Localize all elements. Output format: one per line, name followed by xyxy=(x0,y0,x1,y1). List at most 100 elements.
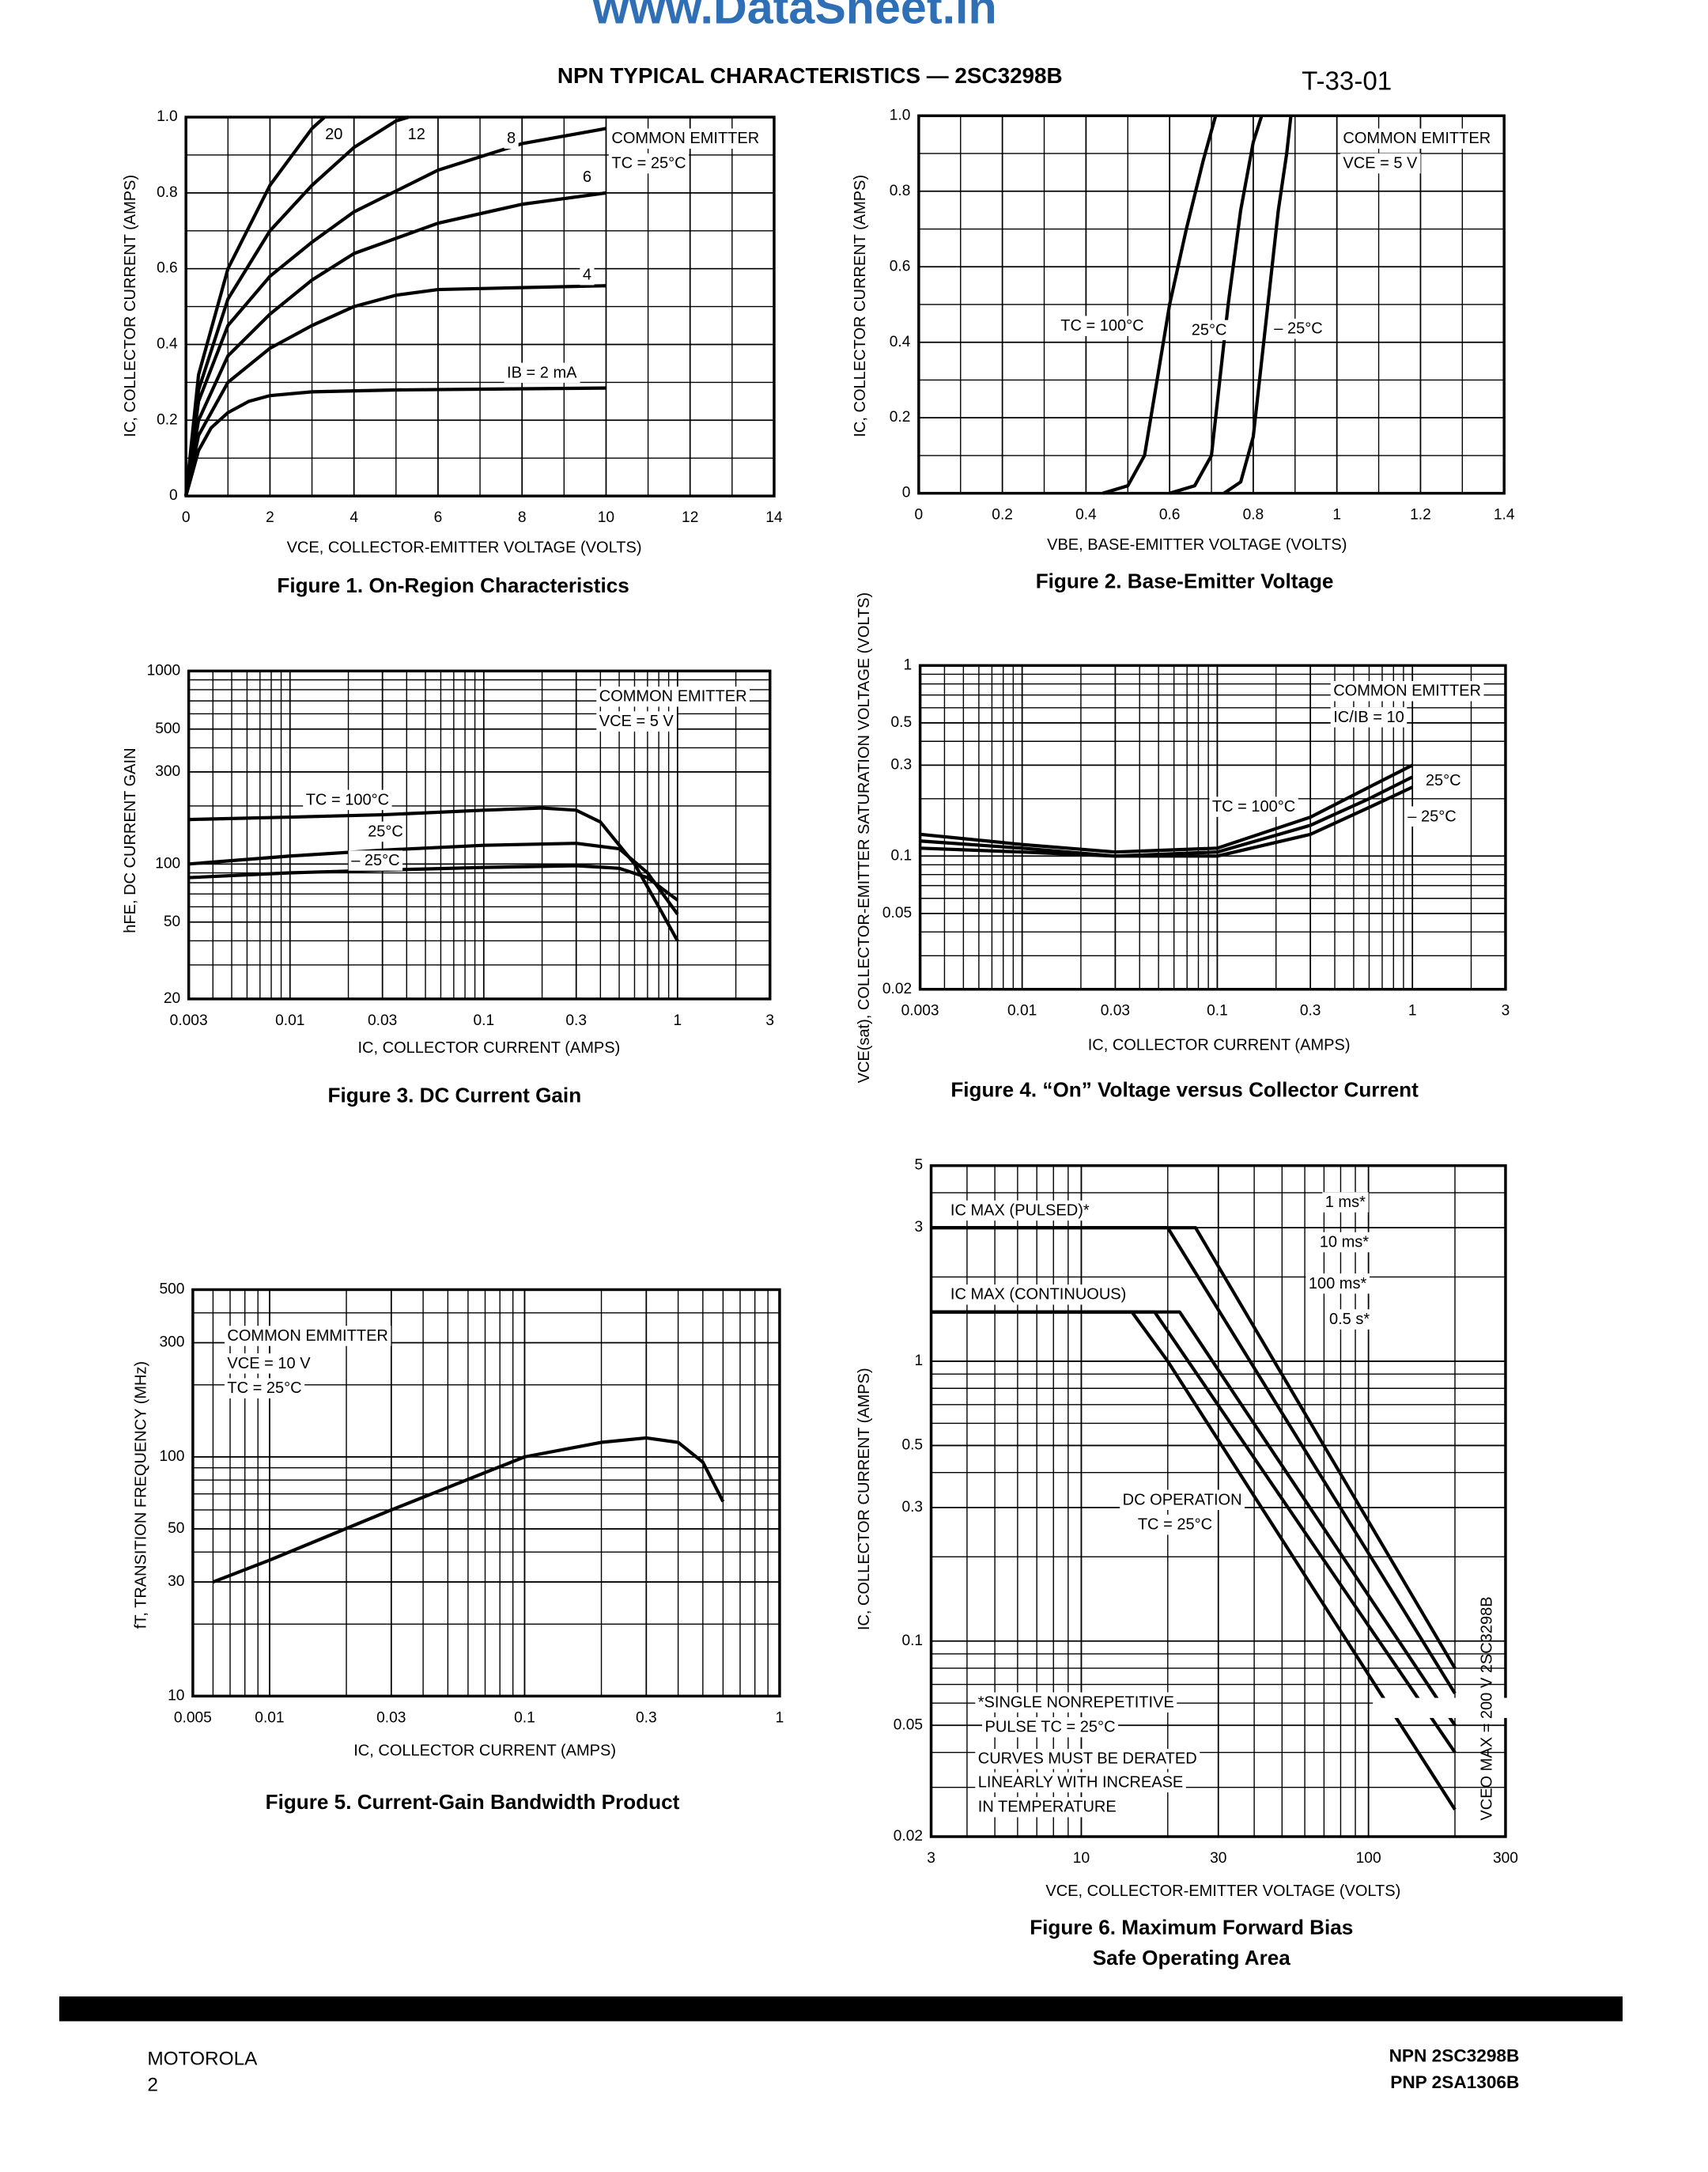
label-background xyxy=(1423,770,1464,791)
y-tick-label: 1000 xyxy=(147,662,181,679)
y-tick-label: 100 xyxy=(155,855,180,872)
label-background xyxy=(982,1716,1119,1738)
label-background xyxy=(1057,316,1147,336)
y-tick-label: 0.5 xyxy=(901,1437,923,1454)
series-label: – 25°C xyxy=(351,852,399,869)
curve xyxy=(212,1436,725,1584)
curve xyxy=(184,191,606,497)
x-tick-label: 0.3 xyxy=(565,1012,587,1029)
figure-caption: Figure 3. DC Current Gain xyxy=(328,1083,582,1107)
label-background xyxy=(504,362,580,384)
x-tick-label: 10 xyxy=(598,509,614,526)
label-background xyxy=(1322,1192,1369,1213)
x-tick-label: 0.01 xyxy=(275,1012,304,1029)
curve xyxy=(184,127,606,497)
label-background xyxy=(322,124,346,145)
label-background xyxy=(608,153,690,174)
curve xyxy=(920,785,1414,858)
x-axis-label: IC, COLLECTOR CURRENT (AMPS) xyxy=(1088,1036,1351,1054)
annotation: CURVES MUST BE DERATED xyxy=(978,1750,1197,1768)
series-label: DC OPERATION xyxy=(1123,1491,1242,1508)
annotation: VCE = 5 V xyxy=(599,713,675,730)
y-tick-label: 300 xyxy=(159,1334,184,1351)
label-background xyxy=(947,1284,1129,1305)
curve xyxy=(184,284,606,497)
annotation: COMMON EMMITTER xyxy=(227,1327,387,1345)
x-tick-label: 0.005 xyxy=(174,1709,212,1726)
annotation: COMMON EMITTER xyxy=(1343,130,1491,147)
curve xyxy=(188,864,679,902)
y-tick-label: 0.3 xyxy=(891,756,913,773)
series-label: 0.5 s* xyxy=(1329,1311,1370,1328)
annotation: IC/IB = 10 xyxy=(1333,709,1404,726)
x-tick-label: 0 xyxy=(182,509,191,526)
footer-left: 2 xyxy=(147,2075,158,2096)
series-label: 25°C xyxy=(1192,321,1227,339)
y-tick-label: 0 xyxy=(902,485,911,501)
annotation: VCE = 5 V xyxy=(1343,155,1418,172)
label-background xyxy=(975,1749,1200,1769)
x-tick-label: 0.01 xyxy=(255,1709,284,1726)
y-tick-label: 50 xyxy=(164,914,180,930)
annotation: VCEO MAX = 200 V 2SC3298B xyxy=(1479,1596,1496,1820)
y-tick-label: 0.02 xyxy=(894,1828,923,1845)
annotation: TC = 25°C xyxy=(227,1379,301,1397)
curve xyxy=(931,1226,1457,1695)
series-label: 6 xyxy=(583,168,591,186)
figure-caption: Figure 2. Base-Emitter Voltage xyxy=(1036,569,1334,593)
curve xyxy=(184,386,606,497)
curve xyxy=(1169,115,1264,495)
y-axis-label: hFE, DC CURRENT GAIN xyxy=(122,747,139,933)
label-background xyxy=(947,1200,1093,1221)
y-tick-label: 300 xyxy=(155,763,180,780)
label-background xyxy=(224,1378,305,1398)
x-axis-label: VCE, COLLECTOR-EMITTER VOLTAGE (VOLTS) xyxy=(287,539,642,557)
y-tick-label: 0.6 xyxy=(157,260,178,277)
annotation: VCE = 10 V xyxy=(227,1355,311,1372)
x-tick-label: 0.03 xyxy=(368,1012,397,1029)
y-tick-label: 0.1 xyxy=(891,847,913,864)
x-tick-label: 14 xyxy=(765,509,783,526)
label-background xyxy=(580,264,595,286)
page-title: NPN TYPICAL CHARACTERISTICS — 2SC3298B xyxy=(557,63,1063,88)
plot-frame xyxy=(918,664,1507,991)
y-tick-label: 0.4 xyxy=(890,334,911,350)
x-axis-label: VCE, COLLECTOR-EMITTER VOLTAGE (VOLTS) xyxy=(1045,1883,1400,1900)
label-background xyxy=(365,821,406,842)
y-tick-label: 100 xyxy=(159,1448,184,1465)
y-tick-label: 50 xyxy=(168,1520,184,1537)
figure-caption: Figure 6. Maximum Forward Bias xyxy=(1030,1916,1353,1939)
label-background xyxy=(1317,1232,1372,1253)
x-tick-label: 1 xyxy=(776,1709,784,1726)
x-tick-label: 0.3 xyxy=(636,1709,657,1726)
label-background xyxy=(504,128,519,149)
y-tick-label: 0.8 xyxy=(157,184,178,201)
y-tick-label: 5 xyxy=(914,1157,923,1174)
y-tick-label: 0.02 xyxy=(882,981,912,997)
label-background xyxy=(1135,1514,1215,1535)
series-label: 25°C xyxy=(368,823,403,840)
x-axis-label: IC, COLLECTOR CURRENT (AMPS) xyxy=(353,1742,616,1759)
annotation: TC = 25°C xyxy=(611,155,686,172)
x-tick-label: 300 xyxy=(1493,1850,1518,1867)
x-tick-label: 3 xyxy=(765,1012,774,1029)
figure-caption: Figure 5. Current-Gain Bandwidth Product xyxy=(266,1790,680,1814)
label-background xyxy=(1306,1273,1370,1294)
figure-caption: Figure 4. “On” Voltage versus Collector … xyxy=(950,1078,1419,1102)
x-tick-label: 0.1 xyxy=(473,1012,494,1029)
label-background xyxy=(1373,1697,1603,1719)
curve xyxy=(184,115,410,497)
y-tick-label: 0.2 xyxy=(890,409,911,426)
x-tick-label: 0.1 xyxy=(1207,1003,1228,1020)
label-background xyxy=(975,1692,1177,1713)
x-tick-label: 1.4 xyxy=(1494,507,1515,524)
label-background xyxy=(596,686,750,707)
label-background xyxy=(1340,128,1494,149)
series-label: 8 xyxy=(507,130,516,147)
y-tick-label: 500 xyxy=(159,1281,184,1298)
x-tick-label: 3 xyxy=(927,1850,935,1867)
label-background xyxy=(596,711,677,732)
series-label: 25°C xyxy=(1426,772,1461,789)
